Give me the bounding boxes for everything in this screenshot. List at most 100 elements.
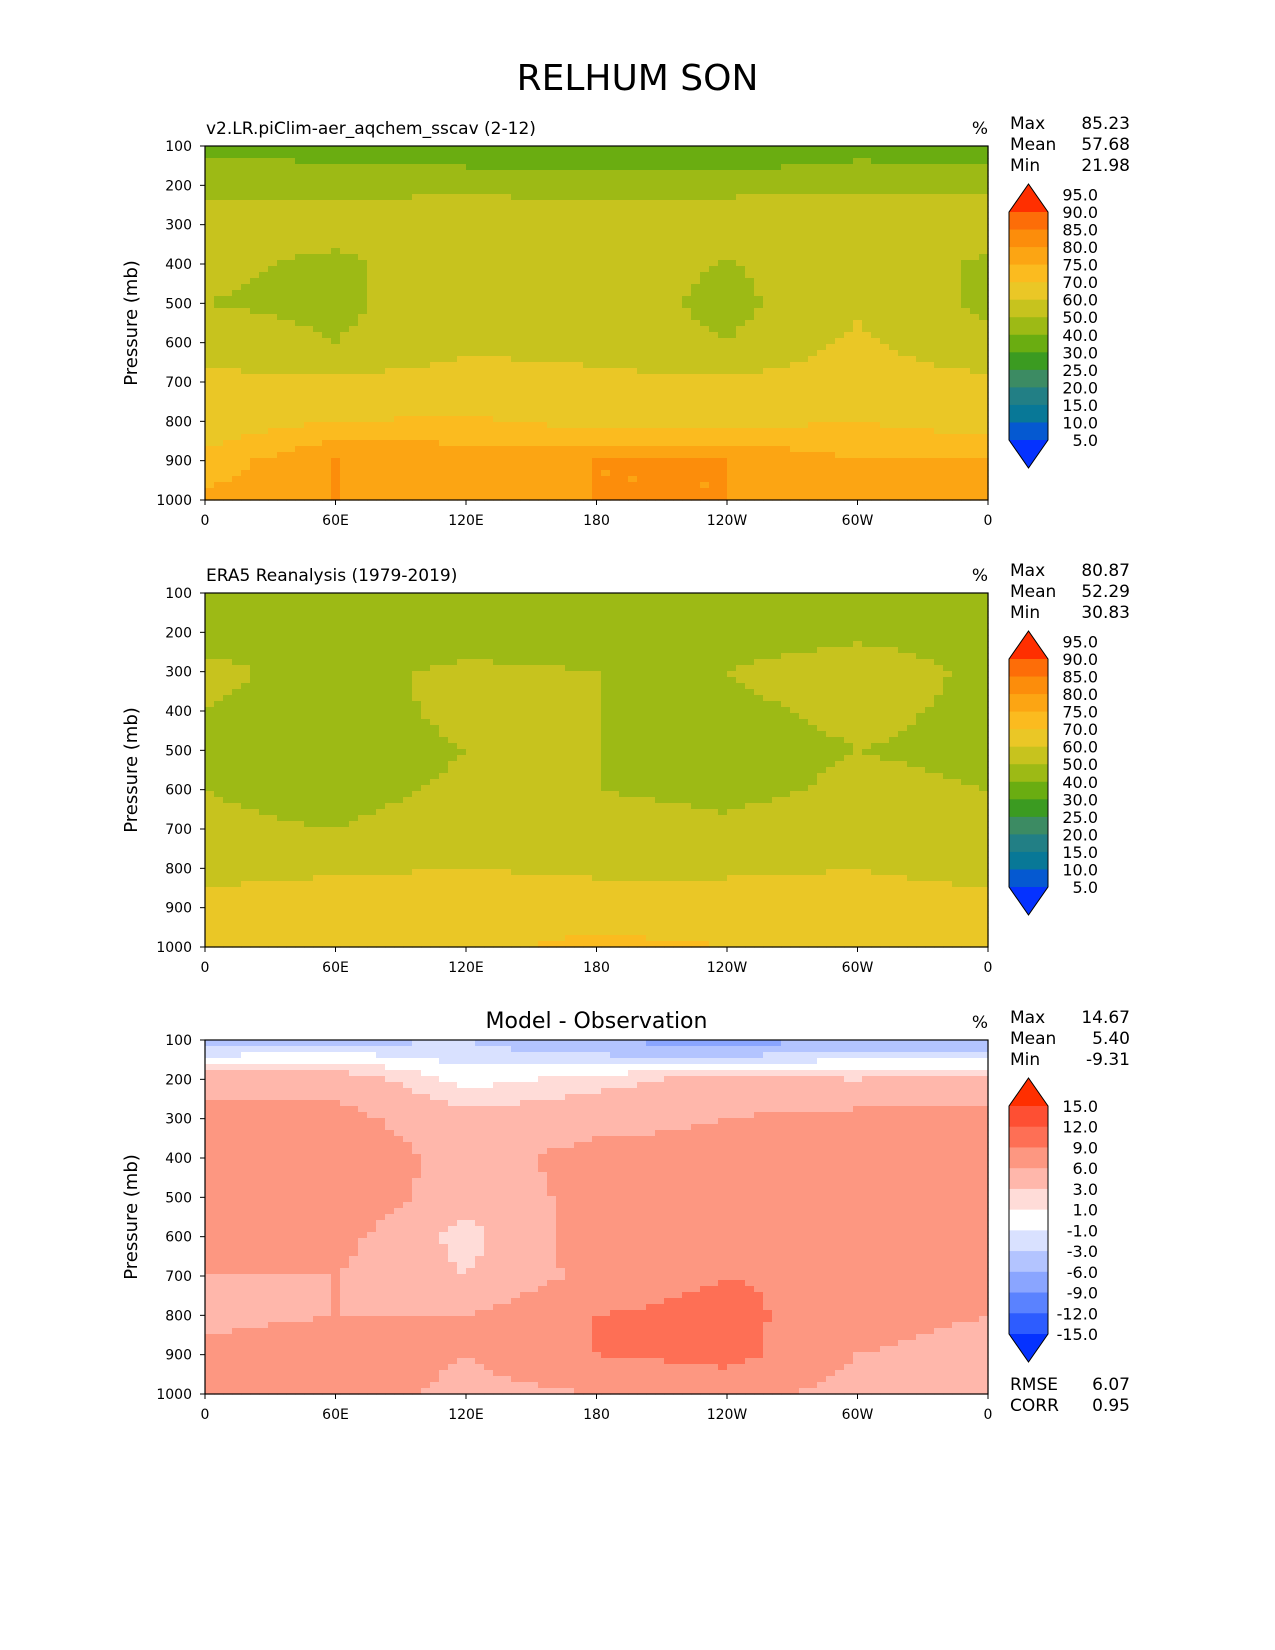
field-cell (574, 266, 584, 273)
field-cell (466, 236, 476, 243)
field-cell (277, 416, 287, 423)
field-cell (889, 158, 899, 165)
field-cell (349, 272, 359, 279)
field-cell (232, 284, 242, 291)
field-cell (547, 440, 557, 447)
field-cell (628, 476, 638, 483)
field-cell (862, 314, 872, 321)
field-cell (457, 464, 467, 471)
field-cell (799, 314, 809, 321)
field-cell (412, 164, 422, 171)
field-cell (736, 164, 746, 171)
field-cell (331, 284, 341, 291)
field-cell (322, 464, 332, 471)
field-cell (943, 278, 953, 285)
field-cell (493, 458, 503, 465)
field-cell (439, 440, 449, 447)
field-cell (403, 278, 413, 285)
field-cell (799, 320, 809, 327)
field-cell (403, 464, 413, 471)
field-cell (880, 368, 890, 375)
field-cell (313, 386, 323, 393)
field-cell (484, 422, 494, 429)
field-cell (601, 236, 611, 243)
field-cell (529, 428, 539, 435)
field-cell (898, 404, 908, 411)
field-cell (241, 368, 251, 375)
field-cell (439, 362, 449, 369)
field-cell (862, 284, 872, 291)
field-cell (241, 230, 251, 237)
field-cell (844, 434, 854, 441)
field-cell (322, 260, 332, 267)
field-cell (556, 416, 566, 423)
field-cell (448, 350, 458, 357)
field-cell (934, 152, 944, 159)
field-cell (826, 182, 836, 189)
field-cell (673, 368, 683, 375)
field-cell (835, 170, 845, 177)
field-cell (790, 266, 800, 273)
field-cell (484, 290, 494, 297)
field-cell (781, 242, 791, 249)
field-cell (943, 146, 953, 153)
field-cell (727, 182, 737, 189)
field-cell (520, 470, 530, 477)
field-cell (394, 428, 404, 435)
field-cell (799, 182, 809, 189)
field-cell (700, 440, 710, 447)
field-cell (808, 260, 818, 267)
field-cell (610, 188, 620, 195)
field-cell (214, 194, 224, 201)
field-cell (673, 188, 683, 195)
field-cell (574, 440, 584, 447)
field-cell (916, 260, 926, 267)
field-cell (232, 218, 242, 225)
field-cell (610, 434, 620, 441)
field-cell (511, 182, 521, 189)
field-cell (376, 242, 386, 249)
field-cell (430, 416, 440, 423)
field-cell (934, 314, 944, 321)
field-cell (439, 416, 449, 423)
field-cell (889, 416, 899, 423)
field-cell (304, 482, 314, 489)
field-cell (601, 398, 611, 405)
field-cell (664, 212, 674, 219)
field-cell (763, 236, 773, 243)
field-cell (466, 446, 476, 453)
field-cell (943, 476, 953, 483)
field-cell (241, 188, 251, 195)
field-cell (268, 248, 278, 255)
field-cell (889, 308, 899, 315)
field-cell (448, 308, 458, 315)
field-cell (952, 320, 962, 327)
field-cell (880, 176, 890, 183)
field-cell (331, 272, 341, 279)
field-cell (682, 404, 692, 411)
field-cell (232, 458, 242, 465)
field-cell (943, 446, 953, 453)
field-cell (286, 482, 296, 489)
field-cell (493, 272, 503, 279)
field-cell (943, 182, 953, 189)
field-cell (601, 434, 611, 441)
field-cell (358, 404, 368, 411)
field-cell (484, 350, 494, 357)
field-cell (925, 482, 935, 489)
field-cell (538, 428, 548, 435)
field-cell (223, 188, 233, 195)
field-cell (619, 458, 629, 465)
field-cell (916, 464, 926, 471)
field-cell (259, 182, 269, 189)
field-cell (205, 350, 215, 357)
field-cell (916, 356, 926, 363)
field-cell (682, 428, 692, 435)
field-cell (331, 338, 341, 345)
field-cell (556, 422, 566, 429)
field-cell (727, 398, 737, 405)
field-cell (214, 164, 224, 171)
field-cell (943, 374, 953, 381)
field-cell (754, 212, 764, 219)
field-cell (277, 458, 287, 465)
